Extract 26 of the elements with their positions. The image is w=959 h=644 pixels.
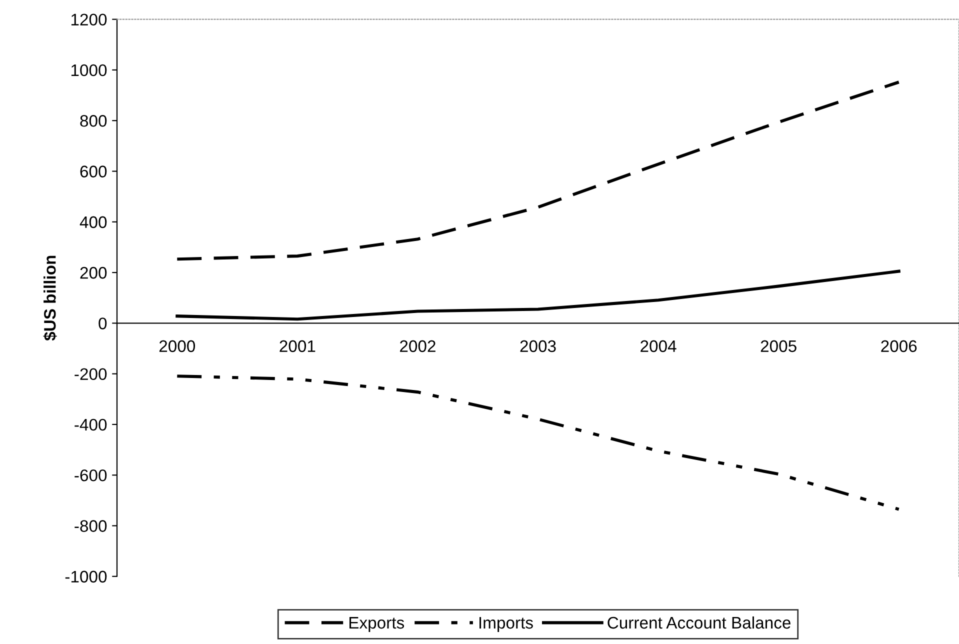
y-tick-label: 200: [80, 266, 107, 279]
y-tick-label: 800: [80, 115, 107, 127]
x-tick-label: 2002: [400, 340, 436, 352]
line-series: [176, 270, 900, 321]
x-tick-label: 2005: [760, 340, 796, 352]
line-series: [176, 80, 900, 261]
x-tick-label: 2006: [881, 340, 917, 352]
y-tick-label: -400: [74, 418, 107, 431]
y-tick-label: -200: [74, 368, 107, 380]
x-tick-label: 2004: [640, 340, 676, 352]
legend-label: Imports: [479, 617, 533, 632]
y-tick-label: -800: [74, 520, 107, 532]
x-tick-label: 2000: [159, 340, 196, 352]
legend-label: Current Account Balance: [608, 616, 790, 629]
y-tick-label: 1000: [71, 64, 107, 76]
y-tick-label: 1200: [71, 14, 107, 26]
y-tick-label: 400: [80, 216, 107, 228]
y-tick-label: 0: [98, 318, 107, 330]
legend-label: Exports: [349, 617, 404, 632]
y-axis-title: $US billion: [43, 256, 57, 341]
y-tick-label: -600: [74, 469, 107, 482]
x-tick-label: 2001: [280, 340, 316, 352]
y-tick-label: -1000: [65, 570, 107, 583]
y-tick-label: 600: [80, 166, 107, 178]
line-series: [176, 374, 900, 511]
x-tick-label: 2003: [520, 340, 556, 352]
